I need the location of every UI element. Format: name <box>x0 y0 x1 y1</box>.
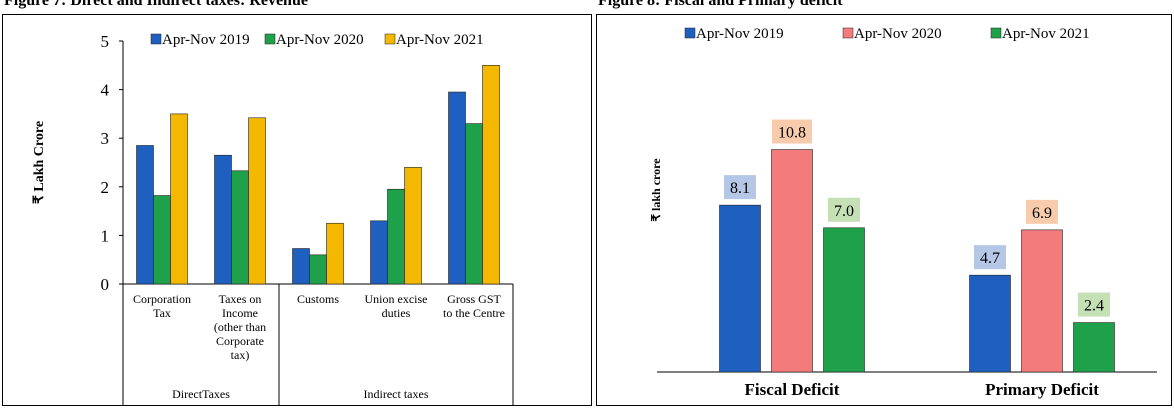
y-tick-label: 5 <box>101 32 110 51</box>
data-label: 10.8 <box>778 125 806 142</box>
legend-label: Apr-Nov 2019 <box>696 26 784 42</box>
group-label-direct: DirectTaxes <box>172 387 230 401</box>
x-category-label: Customs <box>297 292 339 306</box>
legend-swatch <box>150 33 162 45</box>
legend-label: Apr-Nov 2019 <box>162 32 250 48</box>
bar-3-series-2 <box>309 254 327 285</box>
data-label-background <box>772 119 812 144</box>
tax-revenue-chart-panel: 0 1 2 3 4 5 ₹ Lakh Crore Corporation Tax Taxes on… <box>2 14 592 406</box>
data-label: 2.4 <box>1084 298 1104 315</box>
figure-captions: Figure 7: Direct and Indirect taxes: Rev… <box>0 0 1174 14</box>
bar-4-series-2 <box>387 188 405 285</box>
bar-4-series-3 <box>404 167 422 285</box>
bar-2-series-3 <box>248 117 266 285</box>
x-category-label: Fiscal Deficit <box>745 380 840 399</box>
bar-3-series-3 <box>326 222 344 285</box>
data-label: 4.7 <box>980 250 1000 267</box>
bar-1-series-2 <box>771 149 813 373</box>
bar-1-series-1 <box>136 145 154 285</box>
group-label-indirect: Indirect taxes <box>364 387 429 401</box>
left-figure-caption: Figure 7: Direct and Indirect taxes: Rev… <box>4 0 308 9</box>
deficit-chart: ₹ lakh crore 8.1 4.7 10.8 6.9 7.0 2.4 Fiscal De… <box>649 26 1157 399</box>
bar-4-series-1 <box>370 220 388 285</box>
legend-label: Apr-Nov 2020 <box>854 26 942 42</box>
bar-3-series-1 <box>292 248 310 285</box>
data-label: 7.0 <box>834 203 854 220</box>
bar-1-series-1 <box>719 204 761 373</box>
x-category-label: Union excise duties <box>365 292 428 320</box>
y-axis-title: ₹ lakh crore <box>649 158 663 222</box>
bar-5-series-3 <box>482 64 500 285</box>
x-category-label: Corporation Tax <box>133 292 191 320</box>
legend-swatch <box>384 33 396 45</box>
legend-swatch <box>264 33 276 45</box>
y-tick-label: 4 <box>101 81 110 100</box>
bar-2-series-3 <box>1073 322 1115 373</box>
y-axis-title: ₹ Lakh Crore <box>32 121 47 204</box>
y-tick-label: 0 <box>101 275 110 294</box>
bar-2-series-2 <box>231 170 249 285</box>
deficit-chart-panel: ₹ lakh crore 8.1 4.7 10.8 6.9 7.0 2.4 Fiscal De… <box>596 14 1172 406</box>
legend-label: Apr-Nov 2021 <box>396 32 484 48</box>
y-tick-label: 1 <box>101 226 110 245</box>
legend-swatch <box>684 27 696 39</box>
legend-label: Apr-Nov 2020 <box>276 32 364 48</box>
y-tick-label: 2 <box>101 178 110 197</box>
bar-5-series-2 <box>465 123 483 285</box>
tax-revenue-chart: 0 1 2 3 4 5 ₹ Lakh Crore Corporation Tax Taxes on… <box>32 32 514 405</box>
data-label-background <box>724 175 756 200</box>
bar-5-series-1 <box>448 91 466 285</box>
x-category-label: Taxes on Income (other than Corporate tax) <box>214 292 266 362</box>
legend-label: Apr-Nov 2021 <box>1002 26 1090 42</box>
data-label-background <box>828 197 860 222</box>
x-category-label: Gross GST to the Centre <box>443 292 505 320</box>
data-label: 6.9 <box>1032 205 1052 222</box>
data-label: 8.1 <box>730 180 750 197</box>
bar-1-series-3 <box>823 227 865 373</box>
data-label-background <box>1078 292 1110 317</box>
bar-2-series-1 <box>969 274 1011 373</box>
y-tick-label: 3 <box>101 129 110 148</box>
x-category-label: Primary Deficit <box>985 380 1099 399</box>
bar-1-series-2 <box>153 195 171 285</box>
right-figure-caption: Figure 8: Fiscal and Primary deficit <box>598 0 843 9</box>
bar-2-series-1 <box>214 154 232 285</box>
legend-swatch <box>990 27 1002 39</box>
bar-2-series-2 <box>1021 229 1063 373</box>
data-label-background <box>974 245 1006 270</box>
legend-swatch <box>842 27 854 39</box>
bar-1-series-3 <box>170 113 188 285</box>
data-label-background <box>1026 199 1058 224</box>
